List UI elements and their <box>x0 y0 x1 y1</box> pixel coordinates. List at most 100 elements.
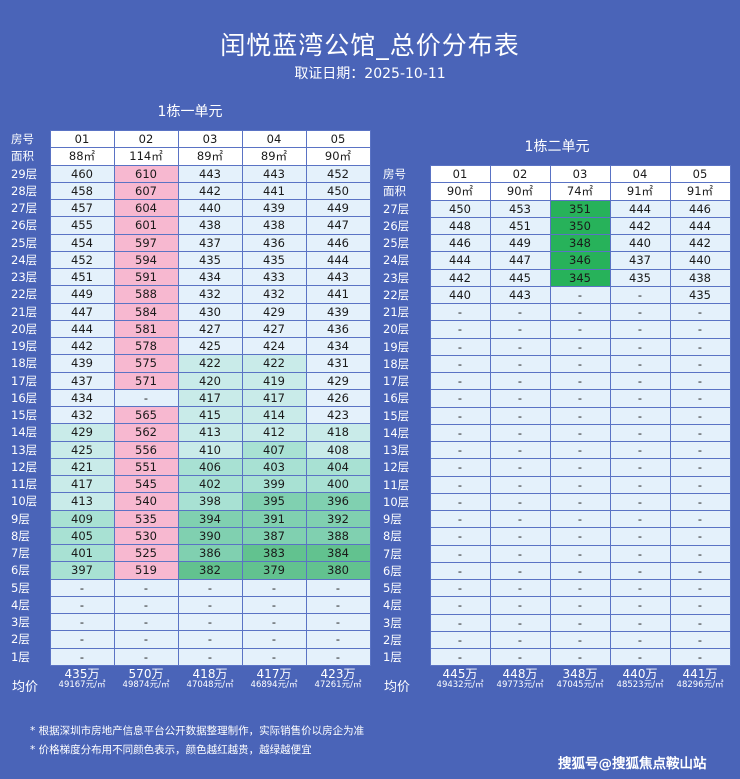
price-cell: 422 <box>177 354 243 373</box>
price-cell: - <box>177 578 243 597</box>
room-area: 91㎡ <box>669 182 731 201</box>
price-cell: 418 <box>305 423 371 442</box>
floor-row: 14层 429 562 413 412 418 <box>10 423 371 442</box>
price-cell: 442 <box>177 181 243 201</box>
price-cell: 451 <box>49 267 115 287</box>
average-unit-price: 49167元/㎡ <box>58 679 106 690</box>
price-cell: 439 <box>241 198 307 218</box>
price-cell: - <box>609 458 671 477</box>
price-cell: - <box>429 544 491 563</box>
price-cell: - <box>609 423 671 443</box>
floor-row: 21层 447 584 430 429 439 <box>10 302 371 321</box>
price-cell: 460 <box>49 164 115 183</box>
price-cell: - <box>609 302 671 322</box>
price-cell: 584 <box>113 302 179 321</box>
price-cell: 446 <box>305 233 371 252</box>
price-cell: - <box>549 544 611 563</box>
price-cell: 391 <box>241 509 307 528</box>
price-cell: - <box>549 354 611 374</box>
floor-row: 8层 - - - - - <box>382 527 731 546</box>
price-cell: - <box>549 492 611 512</box>
unit2-caption: 1栋二单元 <box>524 139 590 155</box>
price-cell: 594 <box>113 250 179 270</box>
price-cell: 414 <box>241 405 307 425</box>
floor-row: 2层 - - - - - <box>382 630 731 650</box>
floor-row: 16层 434-417 417 426 <box>10 388 371 408</box>
price-cell: 437 <box>609 251 671 270</box>
floor-label: 8层 <box>383 529 402 544</box>
price-cell: 403 <box>241 457 307 477</box>
floor-label: 13层 <box>383 443 410 458</box>
price-cell: 432 <box>241 285 307 304</box>
floor-row: 6层 - - - - - <box>382 561 731 581</box>
average-total: 445万 <box>442 667 478 681</box>
floor-row: 1层 - - - - - <box>10 647 371 666</box>
page-title: 闰悦蓝湾公馆_总价分布表 <box>220 31 520 60</box>
average-price: 445万 49432元/㎡ <box>430 668 490 690</box>
floor-label: 19层 <box>383 339 410 354</box>
price-cell: - <box>489 440 551 460</box>
price-cell: - <box>241 612 307 632</box>
room-area: 91㎡ <box>609 182 671 201</box>
room-number: 05 <box>669 164 731 184</box>
floor-row: 20层 - - - - - <box>382 320 731 339</box>
price-cell: 571 <box>113 371 179 390</box>
price-cell: - <box>669 389 731 408</box>
price-cell: - <box>49 578 115 597</box>
floor-row: 19层 442 578 425 424 434 <box>10 336 371 356</box>
floor-row: 29层 460 610 443 443 452 <box>10 164 371 183</box>
floor-label: 16层 <box>383 391 410 406</box>
price-cell: 578 <box>113 336 179 356</box>
price-cell: 435 <box>241 250 307 270</box>
floor-label: 22层 <box>11 287 38 302</box>
price-cell: 445 <box>489 268 551 287</box>
price-cell: 455 <box>49 216 115 235</box>
price-cell: - <box>669 596 731 615</box>
price-cell: - <box>549 320 611 339</box>
price-cell: - <box>609 544 671 563</box>
price-cell: - <box>609 578 671 598</box>
floor-row: 19层 - - - - - <box>382 337 731 356</box>
floor-row: 10层 - - - - - <box>382 492 731 512</box>
room-number: 03 <box>549 164 611 184</box>
price-cell: 448 <box>429 216 491 236</box>
price-cell: - <box>669 475 731 494</box>
room-no-label: 房号 <box>383 167 406 182</box>
average-price: 417万 46894元/㎡ <box>242 668 306 690</box>
price-cell: - <box>609 354 671 374</box>
price-cell: 392 <box>305 509 371 528</box>
price-cell: 440 <box>429 285 491 305</box>
price-cell: - <box>609 320 671 339</box>
price-cell: - <box>669 354 731 374</box>
price-cell: - <box>177 647 243 666</box>
price-cell: 417 <box>49 474 115 494</box>
price-cell: - <box>669 371 731 391</box>
price-cell: 379 <box>241 561 307 580</box>
price-cell: - <box>489 596 551 615</box>
price-cell: - <box>241 630 307 649</box>
price-cell: 434 <box>305 336 371 356</box>
floor-row: 12层 - - - - - <box>382 458 731 477</box>
floor-row: 1层 - - - - - <box>382 647 731 667</box>
floor-row: 28层 458 607 442 441 450 <box>10 181 371 201</box>
price-cell: 597 <box>113 233 179 252</box>
price-cell: 404 <box>305 457 371 477</box>
price-cell: - <box>609 371 671 391</box>
price-cell: 437 <box>49 371 115 390</box>
price-cell: - <box>489 647 551 667</box>
floor-row: 5层 - - - - - <box>10 578 371 597</box>
floor-label: 15层 <box>383 408 410 423</box>
price-cell: 556 <box>113 440 179 459</box>
price-cell: - <box>429 302 491 322</box>
price-cell: - <box>549 406 611 425</box>
price-cell: - <box>489 561 551 581</box>
price-cell: 446 <box>429 233 491 253</box>
price-cell: - <box>549 337 611 356</box>
price-cell: - <box>241 647 307 666</box>
price-cell: - <box>549 458 611 477</box>
price-cell: - <box>429 371 491 391</box>
footnotes: * 根据深圳市房地产信息平台公开数据整理制作，实际销售价以房企为准 * 价格梯度… <box>30 722 364 760</box>
price-cell: - <box>489 371 551 391</box>
price-cell: 435 <box>177 250 243 270</box>
price-cell: - <box>113 388 179 408</box>
